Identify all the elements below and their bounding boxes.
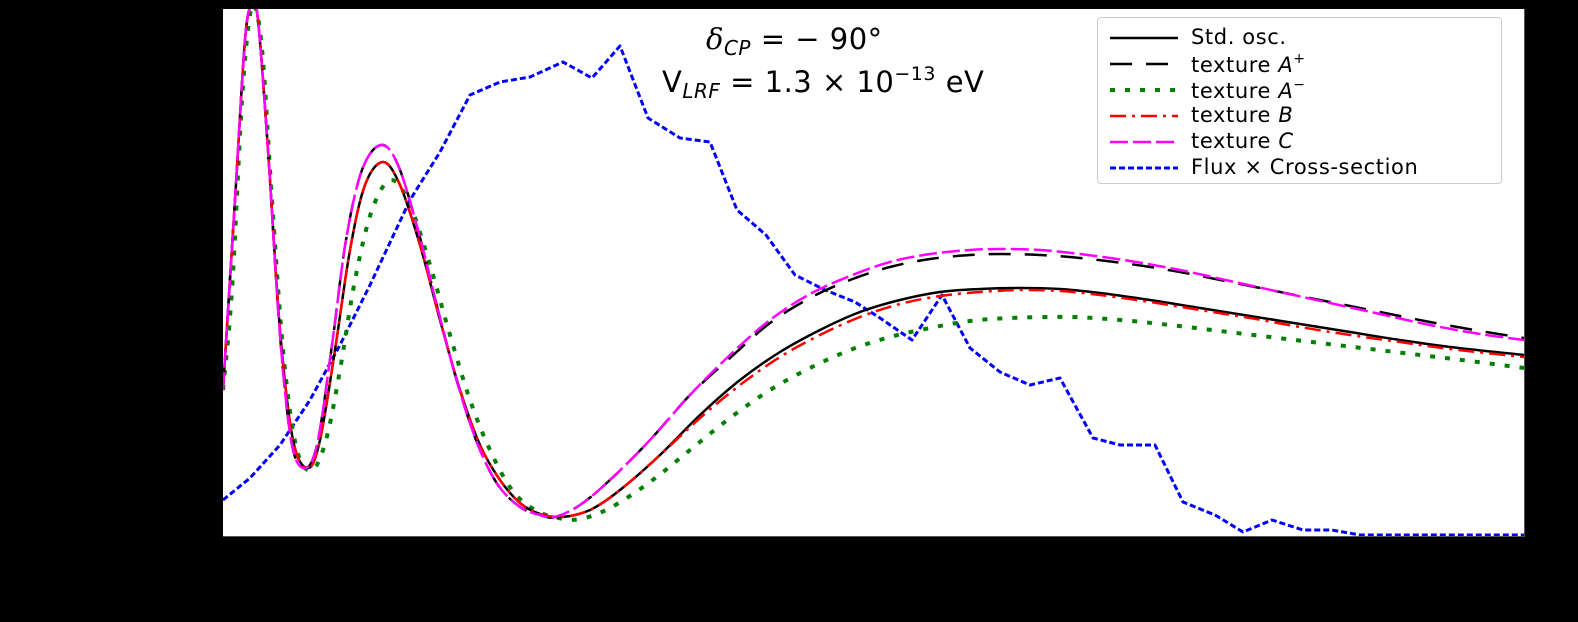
legend-label: texture	[1191, 79, 1279, 103]
annotation-v-lrf: VLRF = 1.3 × 10−13 eV	[662, 63, 984, 103]
legend-item-texture-b: texture B	[1098, 103, 1501, 129]
legend-label: texture	[1191, 53, 1279, 77]
legend-item-texture-a-plus: texture A+	[1098, 51, 1501, 77]
legend-label: Flux × Cross-section	[1191, 155, 1419, 179]
v-value: = 1.3 × 10	[720, 65, 895, 99]
legend-label: texture	[1191, 129, 1279, 153]
series-c-line	[223, 9, 1524, 519]
annotation-delta-cp: δCP = − 90°	[706, 22, 883, 60]
dashdot-red-swatch-icon	[1110, 114, 1178, 118]
v-exponent: −13	[894, 63, 936, 85]
legend: Std. osc. texture A+ texture A− texture …	[1097, 17, 1502, 184]
plot-area	[223, 9, 1524, 536]
delta-symbol: δ	[706, 22, 724, 56]
legend-item-flux: Flux × Cross-section	[1098, 155, 1501, 181]
legend-label-italic: A	[1278, 53, 1294, 77]
legend-label: Std. osc.	[1191, 25, 1287, 49]
legend-label-italic: C	[1278, 129, 1294, 153]
legend-label-sup: +	[1293, 51, 1306, 67]
v-unit: eV	[936, 65, 985, 99]
legend-item-texture-a-minus: texture A−	[1098, 77, 1501, 103]
series-flux-line	[223, 44, 1524, 536]
delta-subscript: CP	[723, 36, 751, 60]
legend-item-texture-c: texture C	[1098, 129, 1501, 155]
dotted-blue-swatch-icon	[1110, 166, 1178, 170]
dotted-green-swatch-icon	[1110, 88, 1178, 92]
legend-label-italic: A	[1278, 79, 1294, 103]
legend-label-italic: B	[1278, 103, 1294, 127]
legend-item-std-osc: Std. osc.	[1098, 25, 1501, 51]
delta-value: = − 90°	[751, 22, 883, 56]
longdash-magenta-swatch-icon	[1110, 140, 1178, 144]
legend-label-sup: −	[1293, 77, 1306, 93]
v-symbol: V	[662, 65, 683, 99]
series-layer	[223, 9, 1524, 536]
solid-line-swatch-icon	[1110, 36, 1178, 40]
dashed-line-swatch-icon	[1110, 62, 1178, 66]
v-subscript: LRF	[682, 79, 721, 103]
legend-label: texture	[1191, 103, 1279, 127]
